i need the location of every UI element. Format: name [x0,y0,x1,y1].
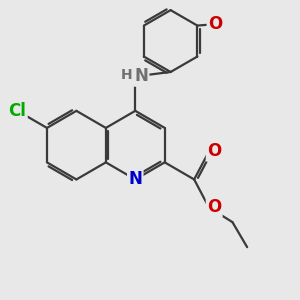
Text: N: N [128,170,142,188]
Text: N: N [134,68,148,85]
Text: O: O [207,142,221,160]
Text: H: H [121,68,133,82]
Text: Cl: Cl [9,102,26,120]
Text: O: O [208,14,222,32]
Text: O: O [207,198,221,216]
